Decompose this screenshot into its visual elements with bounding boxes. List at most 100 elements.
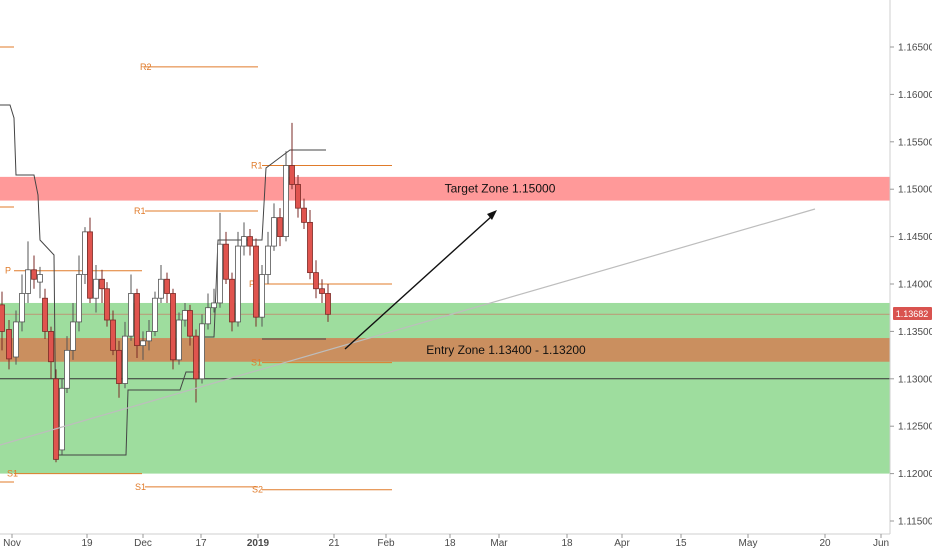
candle-body [235, 245, 241, 323]
candle-body [307, 221, 313, 274]
price-tick-label: 1.13000 [898, 374, 932, 385]
pivot-label-p: P [249, 279, 255, 289]
candle-body [259, 274, 265, 318]
price-tick-label: 1.13500 [898, 327, 932, 338]
pivot-label-r2: R2 [140, 62, 152, 72]
candle-body [104, 288, 110, 321]
candle-body [13, 321, 19, 358]
candle-body [116, 349, 122, 384]
time-tick-label: Nov [3, 538, 21, 549]
time-tick-label: 2019 [247, 538, 270, 549]
time-tick-label: 20 [819, 538, 831, 549]
price-tick-label: 1.11500 [898, 517, 932, 528]
price-tick-label: 1.12500 [898, 422, 932, 433]
projection-arrowhead [487, 210, 497, 220]
candle-body [42, 297, 48, 332]
time-tick-label: Jun [873, 538, 889, 549]
candle-body [187, 310, 193, 337]
time-tick-label: 21 [328, 538, 340, 549]
candle-body [319, 288, 325, 294]
last-price-value: 1.13682 [896, 309, 929, 319]
price-tick-label: 1.14500 [898, 232, 932, 243]
time-tick-label: 18 [561, 538, 573, 549]
candle-body [70, 321, 76, 351]
last-price-tag-box [893, 307, 932, 320]
target-zone [0, 176, 890, 201]
candle-body [205, 307, 211, 325]
pivot-label-r1: R1 [251, 161, 263, 171]
pivot-label-s1: S1 [7, 469, 18, 479]
candle-body [31, 269, 37, 280]
entry-zone [0, 338, 890, 362]
time-scale[interactable]: Nov 19 Dec 17 2019 21 Feb 18 Mar 18 Apr 15 May 20 Jun [3, 534, 889, 549]
pivot-label-s1: S1 [251, 358, 262, 368]
candle-body [64, 349, 70, 389]
candle-body [223, 243, 229, 280]
candle-body [271, 217, 277, 247]
candle-body [37, 274, 43, 283]
candle-body [158, 278, 164, 299]
pivot-label-s2: S2 [252, 485, 263, 495]
candle-body [48, 330, 54, 363]
time-tick-label: Dec [134, 538, 152, 549]
candle-body [128, 293, 134, 337]
candle-body [241, 236, 247, 247]
candle-body [176, 319, 182, 361]
candle-body [199, 323, 205, 380]
candle-body [152, 297, 158, 332]
candle-body [82, 231, 88, 275]
time-tick-label: 19 [81, 538, 93, 549]
price-tick-label: 1.16500 [898, 43, 932, 54]
candle-body [76, 274, 82, 323]
candle-body [93, 278, 99, 299]
candle-body [140, 340, 146, 347]
candle-body [122, 335, 128, 384]
candle-body [211, 302, 217, 309]
candle-body [265, 245, 271, 275]
candle-body [110, 319, 116, 351]
pivot-label-s1: S1 [135, 482, 146, 492]
candle-body [325, 293, 331, 315]
overlay-layer [0, 208, 816, 446]
price-tick-label: 1.14000 [898, 280, 932, 291]
candle-body [277, 217, 283, 237]
candle-body [217, 243, 223, 304]
candle-body [283, 165, 289, 237]
pivot-label-p: P [5, 266, 11, 276]
candle-body [229, 278, 235, 323]
time-tick-label: 18 [444, 538, 456, 549]
time-scale-background [0, 534, 890, 550]
candle-body [247, 236, 253, 247]
price-scale[interactable]: 1.16500 1.16000 1.15500 1.15000 1.14500 1.140… [890, 43, 932, 528]
candle-body [313, 272, 319, 290]
candle-body [134, 293, 140, 347]
candle-body [295, 184, 301, 209]
price-tick-label: 1.16000 [898, 90, 932, 101]
time-tick-label: 17 [195, 538, 207, 549]
pivot-lines-layer: R2 R1 R1 P P S1 S1 S1 S2 [0, 46, 392, 495]
candle-body [164, 278, 170, 294]
candle-body [25, 269, 31, 294]
candle-body [289, 165, 295, 185]
projection-arrow-line[interactable] [344, 215, 493, 350]
candle-body [146, 330, 152, 342]
time-tick-label: May [739, 538, 758, 549]
candle-body [59, 387, 65, 451]
time-tick-label: Apr [614, 538, 630, 549]
ascending-trendline[interactable] [0, 208, 816, 446]
candle-body [253, 245, 259, 318]
pivot-label-r1: R1 [134, 206, 146, 216]
entry-zone-label: Entry Zone 1.13400 - 1.13200 [426, 343, 586, 357]
price-scale-background [890, 0, 932, 550]
time-tick-label: Mar [490, 538, 508, 549]
candle-body [301, 207, 307, 223]
candle-body [53, 378, 59, 460]
candle-body [87, 231, 93, 299]
time-tick-label: Feb [377, 538, 395, 549]
price-tick-label: 1.15000 [898, 185, 932, 196]
last-price-tag: 1.13682 [893, 307, 932, 320]
price-tick-label: 1.12000 [898, 469, 932, 480]
price-tick-label: 1.15500 [898, 137, 932, 148]
candle-body [170, 293, 176, 361]
